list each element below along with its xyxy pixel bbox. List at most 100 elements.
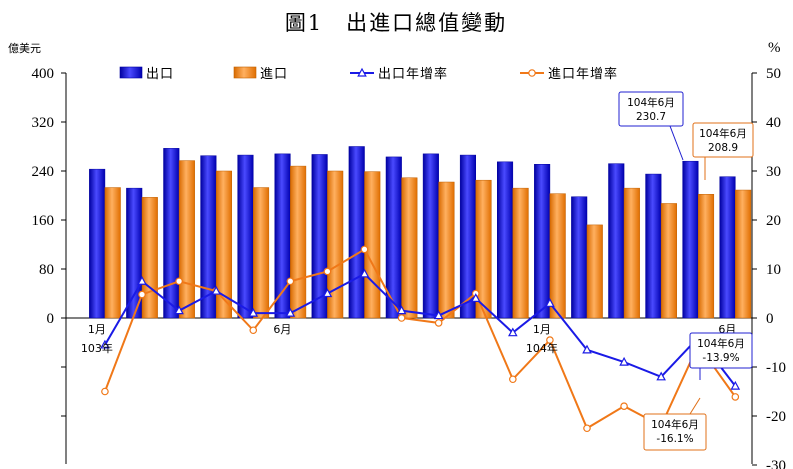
export-growth-point xyxy=(396,305,407,315)
import-bar xyxy=(660,203,677,319)
export-bar xyxy=(682,160,699,319)
import-growth-point xyxy=(138,290,146,299)
left-tick-label: 320 xyxy=(32,115,55,131)
export-growth-point xyxy=(470,293,481,302)
export-bar xyxy=(163,148,180,319)
callout-pointer xyxy=(669,125,684,161)
export-growth-point xyxy=(100,339,110,349)
export-growth-point xyxy=(285,307,296,317)
export-growth-point xyxy=(730,380,741,390)
export-bar xyxy=(571,196,588,319)
import-bar xyxy=(549,193,566,319)
callout-date: 104年6月 xyxy=(697,337,745,350)
export-bar xyxy=(497,161,514,319)
chart-title: 圖1 出進口總值變動 xyxy=(285,11,507,35)
import-bar xyxy=(623,187,640,319)
x-month-label: 1月 xyxy=(533,323,551,336)
import-growth-point xyxy=(434,319,443,327)
export-growth-point xyxy=(322,288,333,298)
import-bar xyxy=(438,181,455,319)
import-growth-point xyxy=(546,336,554,344)
callout-date: 104年6月 xyxy=(651,418,699,431)
import-growth-point xyxy=(397,314,406,322)
export-bar xyxy=(237,154,254,319)
right-tick-label: 50 xyxy=(766,66,781,82)
export-bar xyxy=(89,168,106,319)
x-month-label: 1月 xyxy=(88,323,106,336)
import-growth-point xyxy=(286,277,295,286)
callout-value: -13.9% xyxy=(702,352,739,364)
export-growth-point xyxy=(619,356,629,366)
legend-label: 進口年增率 xyxy=(548,66,618,82)
export-growth-point xyxy=(433,310,444,320)
import-growth-point xyxy=(101,387,109,396)
export-bar xyxy=(608,163,625,319)
import-growth-point xyxy=(583,424,591,433)
left-tick-label: 160 xyxy=(32,213,55,229)
import-growth-point xyxy=(509,375,517,384)
callout-date: 104年6月 xyxy=(627,96,675,109)
import-bar xyxy=(290,165,307,319)
right-axis-unit: % xyxy=(768,40,781,56)
left-tick-label: 400 xyxy=(32,66,55,82)
import-bar xyxy=(735,189,752,319)
import-bar xyxy=(697,194,715,319)
legend: 出口 進口 出口年增率 進口年增率 xyxy=(119,66,618,82)
import-growth-line xyxy=(104,248,737,430)
legend-label: 出口年增率 xyxy=(378,66,448,82)
import-growth-point xyxy=(323,267,332,276)
right-tick-label: 0 xyxy=(766,311,774,327)
right-tick-label: -10 xyxy=(766,360,786,376)
import-growth-point xyxy=(360,245,369,254)
import-bar xyxy=(401,177,418,319)
export-growth-point xyxy=(508,327,518,337)
right-tick-label: 20 xyxy=(766,213,781,229)
legend-label: 出口 xyxy=(146,67,174,82)
bar-series xyxy=(89,146,752,319)
right-tick-label: 40 xyxy=(766,115,781,131)
callout-box xyxy=(692,122,754,158)
import-bar xyxy=(364,171,381,319)
x-month-label: 6月 xyxy=(273,323,291,336)
callout-value: 230.7 xyxy=(636,111,666,123)
import-bar xyxy=(475,179,492,319)
callout-value: -16.1% xyxy=(656,433,693,445)
callout-date: 104年6月 xyxy=(699,127,747,140)
export-growth-point xyxy=(248,307,259,317)
x-year-label: 104年 xyxy=(526,341,558,355)
legend-swatch xyxy=(119,66,143,79)
legend-marker xyxy=(357,67,367,77)
legend-label: 進口 xyxy=(260,67,288,82)
right-tick-label: 30 xyxy=(766,164,781,180)
callout-box xyxy=(689,332,753,369)
export-growth-point xyxy=(174,305,184,315)
import-bar xyxy=(512,187,529,319)
right-tick-label: -20 xyxy=(766,409,786,425)
export-bar xyxy=(534,164,551,319)
x-year-label: 103年 xyxy=(81,341,113,355)
export-growth-point xyxy=(137,275,147,285)
callout-pointer xyxy=(689,397,701,415)
import-bar xyxy=(253,187,270,319)
right-tick-label: 10 xyxy=(766,262,781,278)
export-growth-point xyxy=(211,285,221,295)
export-bar xyxy=(274,153,291,319)
line-series xyxy=(100,245,741,433)
import-bar xyxy=(586,224,603,319)
export-growth-point xyxy=(359,268,370,278)
legend-swatch xyxy=(233,66,257,79)
import-bar xyxy=(327,170,344,319)
export-growth-point xyxy=(656,371,666,381)
left-tick-label: 80 xyxy=(39,262,54,278)
export-bar xyxy=(348,146,365,319)
callout-box xyxy=(643,413,707,451)
export-growth-line xyxy=(104,272,737,387)
import-bar xyxy=(141,197,158,319)
import-bar xyxy=(178,160,195,319)
callout-value: 208.9 xyxy=(708,142,738,154)
left-tick-label: 0 xyxy=(47,311,55,327)
export-growth-point xyxy=(545,298,555,307)
export-growth-point xyxy=(582,344,592,354)
